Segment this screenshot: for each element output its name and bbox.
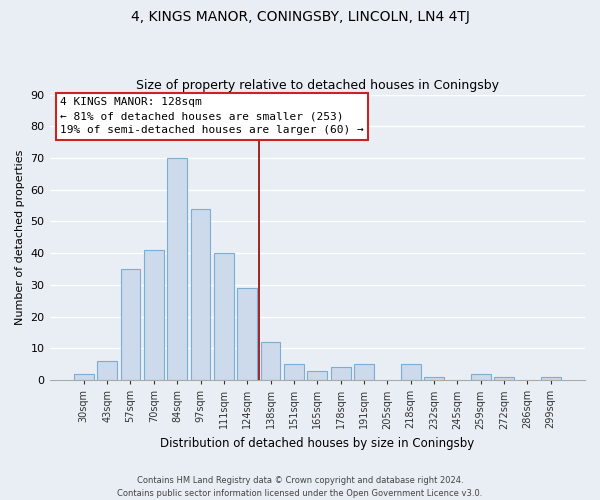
Text: 4 KINGS MANOR: 128sqm
← 81% of detached houses are smaller (253)
19% of semi-det: 4 KINGS MANOR: 128sqm ← 81% of detached … bbox=[60, 98, 364, 136]
Bar bbox=[401, 364, 421, 380]
Bar bbox=[214, 253, 234, 380]
Bar bbox=[97, 361, 117, 380]
Bar bbox=[121, 269, 140, 380]
Bar bbox=[354, 364, 374, 380]
Bar bbox=[471, 374, 491, 380]
Y-axis label: Number of detached properties: Number of detached properties bbox=[15, 150, 25, 325]
Bar bbox=[284, 364, 304, 380]
Text: 4, KINGS MANOR, CONINGSBY, LINCOLN, LN4 4TJ: 4, KINGS MANOR, CONINGSBY, LINCOLN, LN4 … bbox=[131, 10, 469, 24]
Bar bbox=[541, 377, 560, 380]
Bar bbox=[307, 370, 327, 380]
Bar bbox=[191, 209, 211, 380]
X-axis label: Distribution of detached houses by size in Coningsby: Distribution of detached houses by size … bbox=[160, 437, 475, 450]
Bar bbox=[331, 368, 350, 380]
Bar bbox=[424, 377, 444, 380]
Bar bbox=[494, 377, 514, 380]
Bar bbox=[74, 374, 94, 380]
Bar bbox=[144, 250, 164, 380]
Bar bbox=[260, 342, 280, 380]
Title: Size of property relative to detached houses in Coningsby: Size of property relative to detached ho… bbox=[136, 79, 499, 92]
Bar bbox=[167, 158, 187, 380]
Bar bbox=[238, 288, 257, 380]
Text: Contains HM Land Registry data © Crown copyright and database right 2024.
Contai: Contains HM Land Registry data © Crown c… bbox=[118, 476, 482, 498]
